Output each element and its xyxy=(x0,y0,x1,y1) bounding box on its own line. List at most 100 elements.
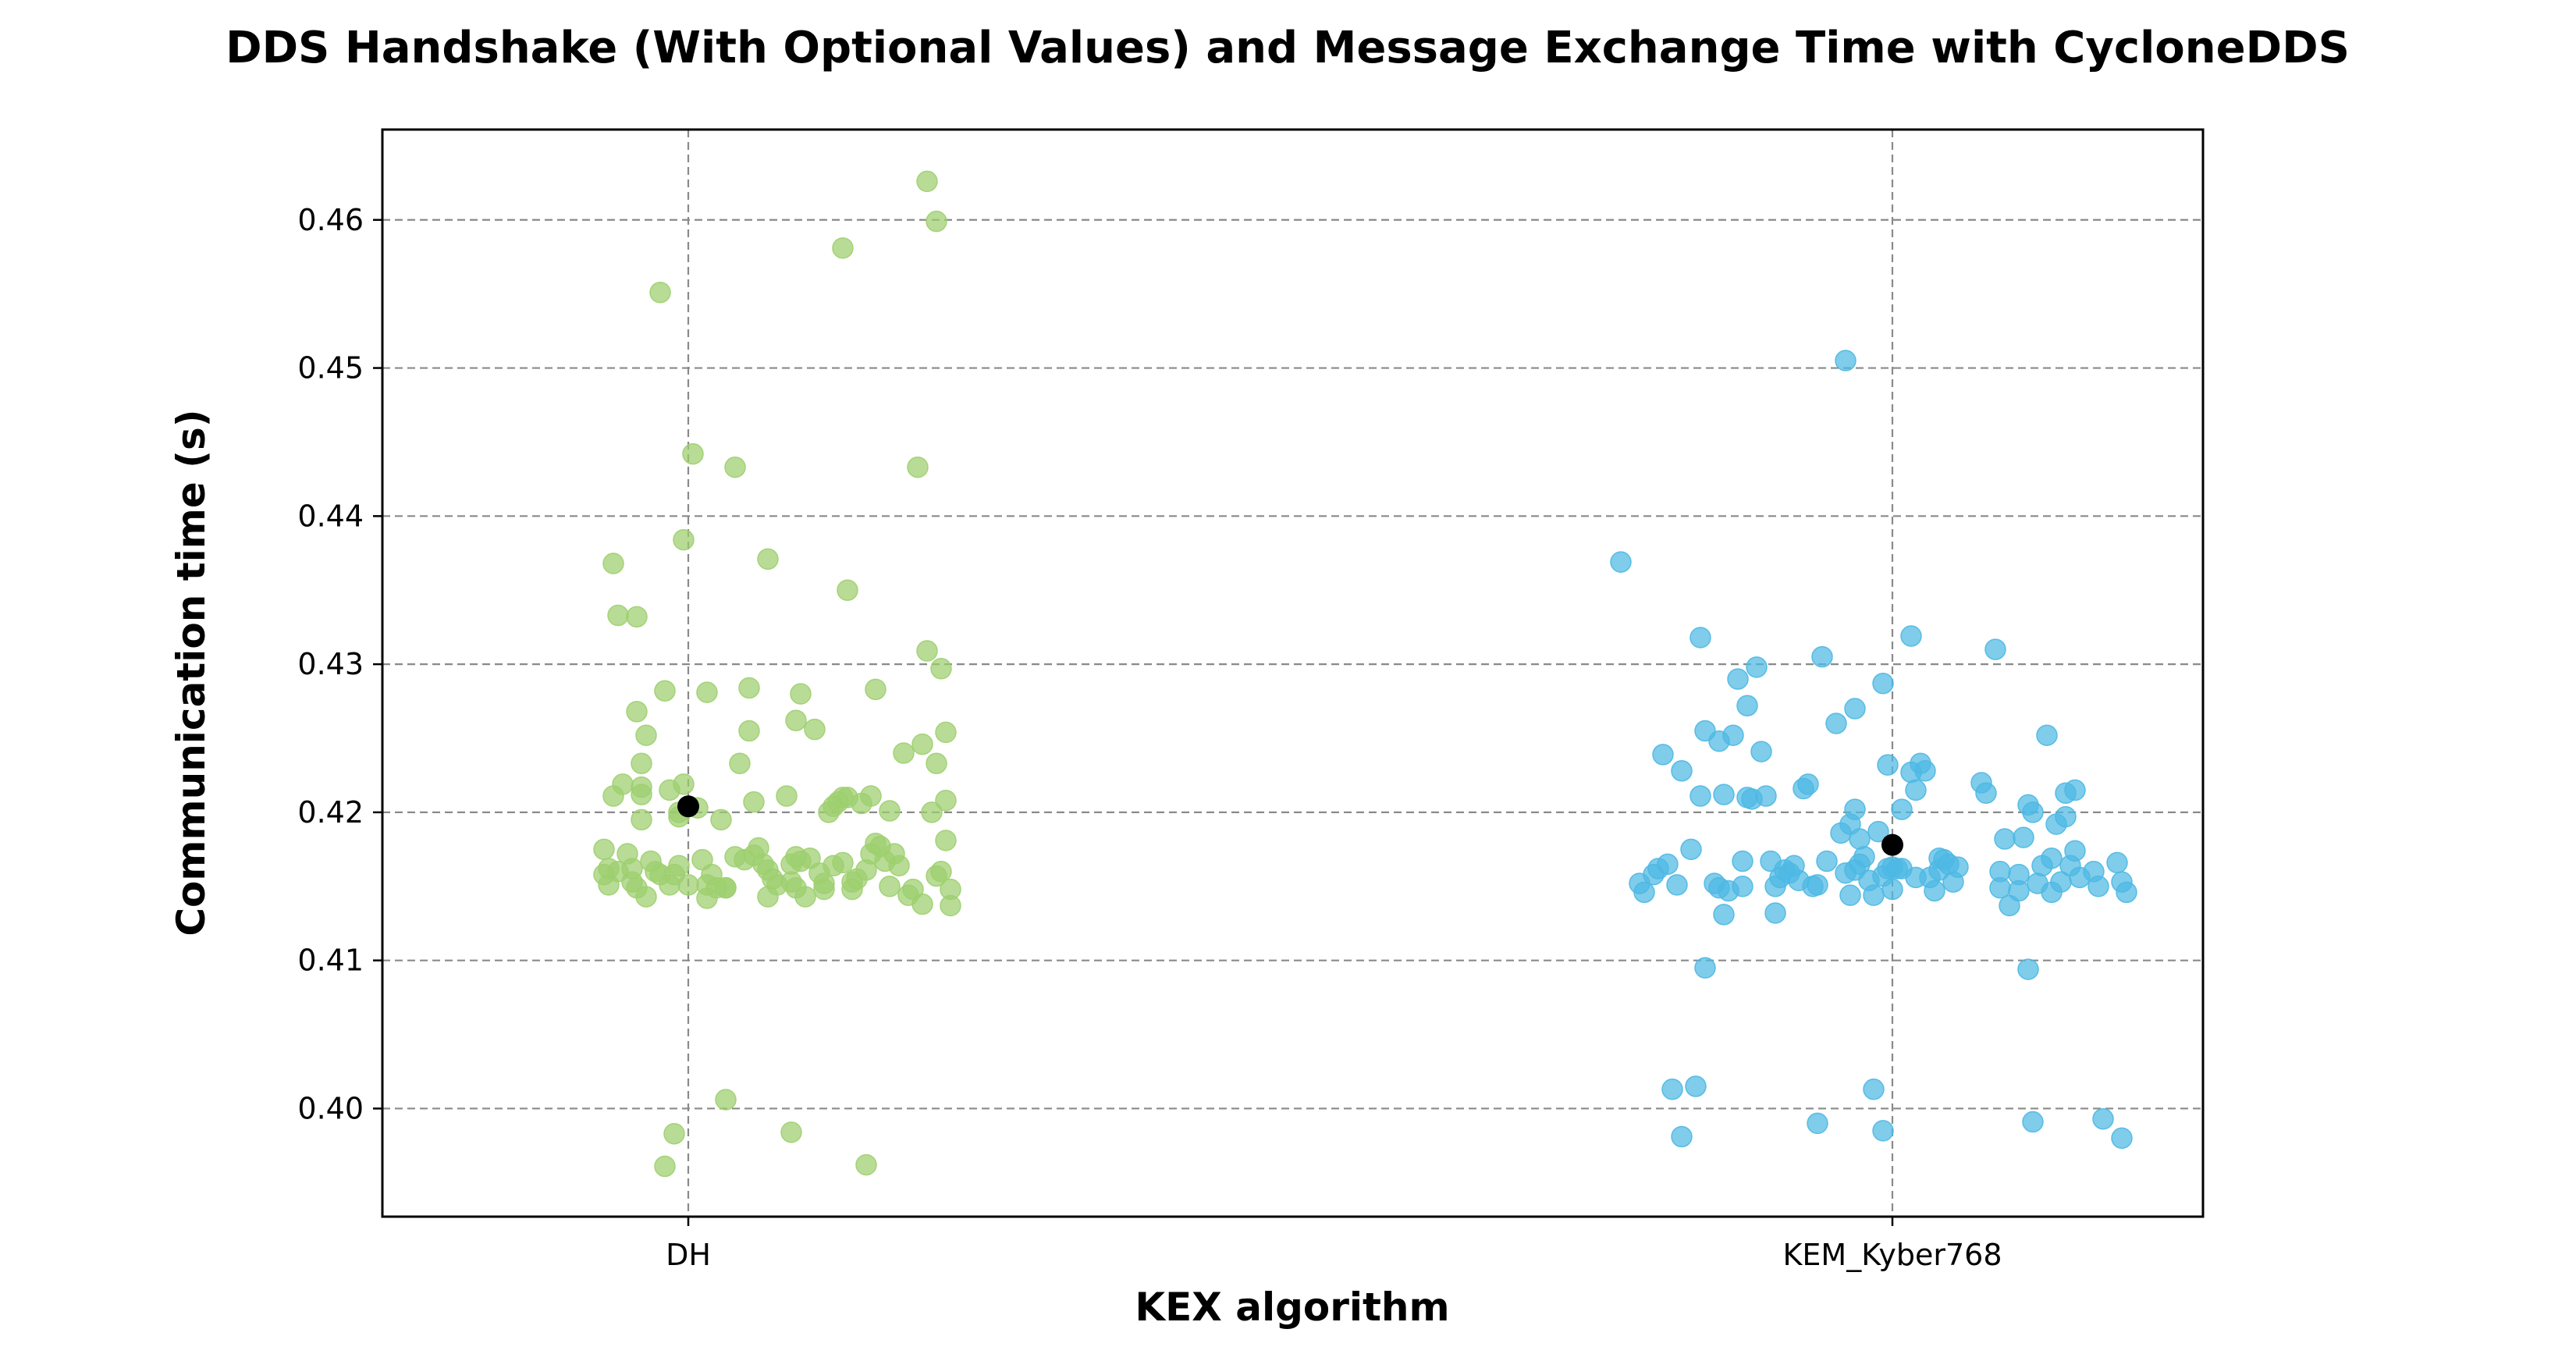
data-point xyxy=(682,442,704,465)
data-point xyxy=(1666,874,1688,896)
data-point xyxy=(1853,846,1875,868)
data-point xyxy=(1671,1125,1693,1148)
data-point xyxy=(911,893,933,915)
data-point xyxy=(1755,785,1777,807)
data-point xyxy=(738,677,760,699)
data-point xyxy=(888,855,910,876)
x-axis-label: KEX algorithm xyxy=(1135,1285,1449,1330)
data-point xyxy=(879,876,901,897)
data-point xyxy=(1984,638,2006,660)
data-point xyxy=(832,851,854,874)
axis-ticks: 0.40 0.41 0.42 0.43 0.44 0.45 0.46 DH KEM_Kyber7… xyxy=(297,203,2002,1272)
data-point xyxy=(1989,876,2011,899)
data-point xyxy=(1844,798,1866,820)
data-point xyxy=(673,773,695,795)
data-point xyxy=(930,861,952,883)
data-point xyxy=(1872,673,1894,695)
y-tick-label: 0.45 xyxy=(297,351,364,386)
data-point xyxy=(729,752,751,775)
data-point xyxy=(626,606,648,628)
data-point xyxy=(921,801,943,823)
data-point xyxy=(612,773,634,795)
data-point xyxy=(879,800,901,822)
data-point xyxy=(1811,645,1833,668)
data-point xyxy=(2064,840,2086,862)
data-point xyxy=(626,701,648,723)
data-point xyxy=(1671,760,1693,782)
data-point xyxy=(1736,695,1758,717)
mean-point xyxy=(1881,833,1903,856)
x-tick-label: DH xyxy=(666,1238,711,1272)
data-point xyxy=(2055,805,2077,828)
y-tick-label: 0.43 xyxy=(297,647,364,681)
data-point xyxy=(926,752,947,775)
data-point xyxy=(724,456,746,478)
data-point xyxy=(1732,876,1753,897)
data-point xyxy=(926,210,947,233)
data-point xyxy=(2036,724,2058,746)
data-point xyxy=(1881,878,1903,901)
data-point xyxy=(668,855,690,876)
data-point xyxy=(1975,782,1997,804)
data-point xyxy=(935,830,957,851)
data-point xyxy=(1680,838,1702,861)
data-point xyxy=(1872,1120,1894,1142)
data-point xyxy=(1905,779,1927,801)
data-point xyxy=(1816,850,1838,872)
data-point xyxy=(1807,874,1828,896)
x-tick-label: KEM_Kyber768 xyxy=(1782,1238,2002,1272)
data-point xyxy=(1849,828,1871,850)
data-point xyxy=(757,548,779,570)
data-point xyxy=(2022,1111,2044,1133)
data-point xyxy=(1994,828,2016,850)
data-point xyxy=(1685,1075,1707,1097)
data-point xyxy=(776,785,798,807)
grid xyxy=(382,130,2203,1217)
data-point xyxy=(2041,847,2063,869)
data-point xyxy=(1914,760,1936,782)
data-point xyxy=(2064,779,2086,801)
data-point xyxy=(804,718,826,741)
data-point xyxy=(1746,656,1768,678)
data-point xyxy=(2022,801,2044,823)
data-point xyxy=(1713,784,1735,805)
data-point xyxy=(1825,713,1847,734)
data-point xyxy=(916,170,938,193)
data-point xyxy=(607,604,629,627)
data-point xyxy=(1633,881,1655,904)
data-point xyxy=(635,724,657,746)
data-point xyxy=(696,681,718,703)
data-point xyxy=(654,1155,676,1178)
data-point xyxy=(1807,1112,1828,1135)
data-point xyxy=(1835,350,1856,371)
mean-markers xyxy=(677,795,1903,856)
data-point xyxy=(790,683,812,705)
data-point xyxy=(1694,957,1716,979)
data-point xyxy=(1839,884,1861,906)
data-point xyxy=(738,720,760,742)
plot-frame xyxy=(381,128,2205,1218)
data-point xyxy=(1713,904,1735,926)
data-point xyxy=(855,1153,877,1176)
data-point xyxy=(865,678,886,701)
data-point xyxy=(654,680,676,702)
data-point xyxy=(677,874,699,896)
data-point xyxy=(1844,698,1866,720)
data-point xyxy=(940,878,961,901)
data-point xyxy=(780,1121,802,1143)
chart-title: DDS Handshake (With Optional Values) and… xyxy=(226,23,2350,73)
data-point xyxy=(893,742,915,764)
data-point xyxy=(1947,856,1969,878)
data-points xyxy=(593,170,2137,1178)
data-point xyxy=(2116,881,2137,904)
data-point xyxy=(743,791,765,813)
y-tick-label: 0.44 xyxy=(297,499,364,533)
data-point xyxy=(1877,754,1899,776)
data-point xyxy=(1690,627,1711,649)
data-point xyxy=(710,808,732,831)
data-point xyxy=(907,456,929,478)
mean-point xyxy=(677,795,699,818)
data-point xyxy=(1732,850,1753,872)
